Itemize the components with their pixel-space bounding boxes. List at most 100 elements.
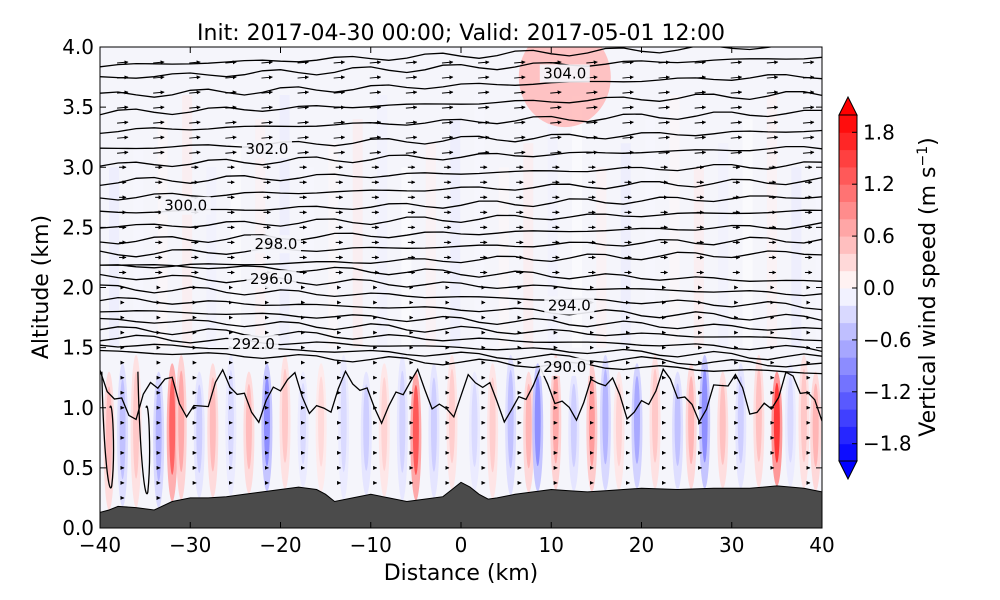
wind-arrow [730,135,743,140]
colorbar-tick-label: −1.2 [863,380,912,404]
upper-shading-band [596,167,607,348]
updraft-core [812,383,819,467]
colorbar-band [839,426,857,445]
isentrope-contours [100,47,822,495]
wind-arrow [261,90,273,95]
chart-title: Init: 2017-04-30 00:00; Valid: 2017-05-0… [197,21,725,46]
wind-arrow [658,135,670,140]
colorbar-label-exponent: −1 [915,146,931,167]
upper-shading-band [352,119,363,348]
wind-arrow [622,75,634,80]
colorbar-tick-label: −1.8 [863,432,912,456]
wind-arrow [441,135,454,140]
wind-arrow [802,90,815,95]
wind-arrow [658,150,670,155]
wind-arrow [514,60,526,65]
wind-arrow [189,135,201,140]
contour-label: 292.0 [232,335,275,353]
wind-arrow [694,120,707,125]
wind-arrow [622,120,634,125]
upper-shading-band [791,167,802,348]
x-tick-label: 30 [719,533,744,557]
wind-arrow [441,60,454,65]
colorbar-extend-max [838,95,858,116]
wind-arrow [405,120,418,125]
wind-arrow [225,60,237,65]
updraft-core [282,368,289,463]
updraft-core [178,370,185,472]
colorbar-tick-label: 0.0 [863,276,895,300]
wind-arrow [622,150,634,155]
wind-arrow [297,120,309,125]
colorbar-ticks: 1.8 1.2 0.6 0.0 −0.6 −1.2 −1.8 [852,120,912,456]
isentrope-line [100,222,822,245]
wind-arrow [658,105,670,110]
updraft-core [507,369,514,469]
wind-arrow [225,90,237,95]
updraft-core [133,371,140,479]
colorbar-tick-label: 1.8 [863,120,895,144]
upper-shading-band [157,119,168,348]
colorbar-band [839,288,857,306]
updraft-core [119,378,126,480]
wind-arrow [333,75,346,80]
wind-arrow [189,105,201,110]
y-tick-label: 4.0 [62,35,94,59]
wind-arrow [730,60,743,65]
wind-arrow [333,60,346,65]
contour-label: 300.0 [164,197,207,215]
colorbar-bands [838,95,858,481]
wind-arrow [622,135,634,140]
colorbar-band [839,391,857,410]
wind-arrow [189,75,201,80]
updraft-core [245,383,252,470]
updraft-core [300,383,307,465]
colorbar-band [839,218,857,237]
upper-shading-band [498,167,509,348]
wind-arrow [658,60,670,65]
colorbar-band [839,166,857,185]
contour-label-bg [160,196,211,215]
updraft-core [525,383,532,469]
wind-arrow [297,75,309,80]
updraft-core [652,368,659,463]
x-tick-label: −10 [350,533,392,557]
wind-arrow [550,120,562,125]
contour-label-bg [544,296,595,315]
updraft-core [534,376,541,467]
wind-arrow [261,75,273,80]
wind-arrow [297,150,309,155]
upper-shading-band [474,95,485,348]
updraft-core [570,383,577,468]
wind-arrow [802,150,815,155]
colorbar-band [839,357,857,375]
updraft-core [552,369,559,464]
wind-arrow [189,120,201,125]
wind-arrow [766,150,779,155]
isentrope-line [100,109,822,135]
wind-arrow [802,105,815,110]
contour-label: 294.0 [548,297,591,315]
upper-shading-band [742,119,753,348]
colorbar-tick-label: 1.2 [863,172,895,196]
wind-arrow [153,75,165,80]
wind-arrow [550,60,562,65]
wind-arrow [261,120,273,125]
wind-arrow [694,135,707,140]
x-tick-label: 20 [629,533,654,557]
wind-arrow [802,60,815,65]
wind-arrow [153,90,165,95]
wind-arrow [658,75,670,80]
wind-arrow [766,60,779,65]
isentrope-line [100,334,822,361]
wind-arrow [117,120,129,125]
wind-arrow [766,75,779,80]
updraft-core [737,376,744,464]
updraft-core [719,383,726,465]
boundary-layer-contour [100,366,822,425]
isentrope-line [100,129,822,150]
colorbar-band [839,374,857,393]
colorbar-label-close: ) [916,137,941,146]
upper-shading-band [230,143,241,348]
